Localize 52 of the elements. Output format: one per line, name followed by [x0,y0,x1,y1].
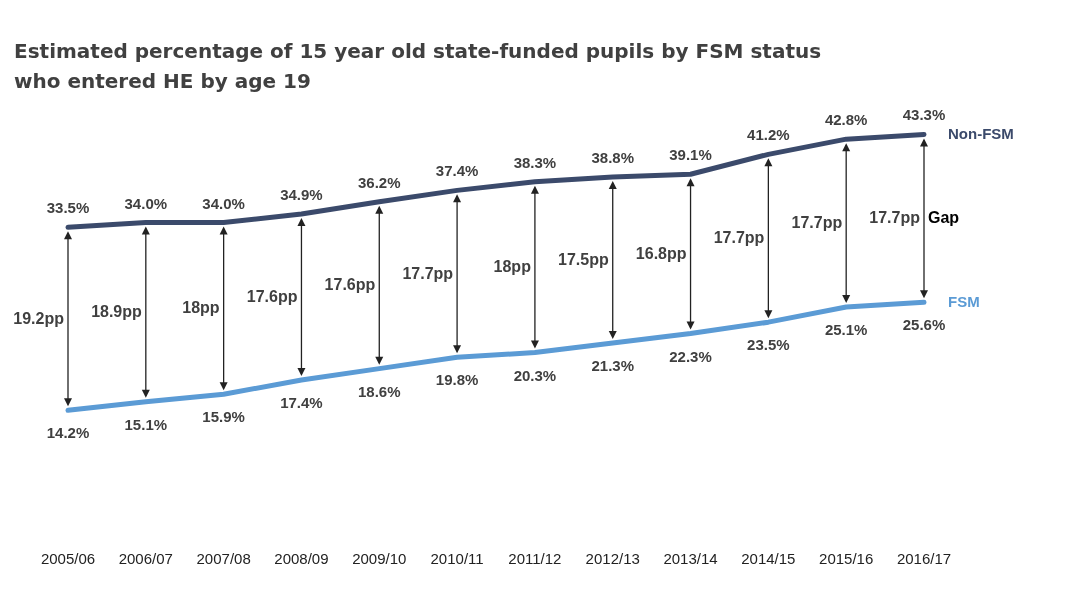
x-tick-label: 2012/13 [585,549,640,567]
annotation: 17.7pp [869,209,921,227]
data-label: 37.4% [435,162,479,180]
data-label: 19.8% [435,371,479,389]
annotation: Gap [928,209,960,227]
x-tick-label: 2010/11 [430,549,484,567]
x-tick-label: 2009/10 [352,549,407,567]
annotation: 17.6pp [246,288,298,306]
annotation: 17.7pp [713,229,765,247]
annotation: 18.9pp [91,303,143,321]
annotation: 16.8pp [635,244,687,262]
data-label: 39.1% [669,146,712,164]
data-label: 25.6% [902,316,946,334]
data-label: 17.4% [280,394,323,412]
data-label: 42.8% [824,111,868,129]
x-tick-label: 2016/17 [896,549,952,567]
x-tick-label: 2006/07 [118,549,173,567]
x-tick-label: 2015/16 [819,549,874,567]
data-label: 15.9% [202,408,245,426]
data-label: 38.8% [591,149,634,167]
data-label: 20.3% [513,366,557,384]
x-tick-label: 2014/15 [741,549,796,567]
annotation: 17.5pp [558,251,609,269]
data-label: 22.3% [669,347,712,365]
x-tick-label: 2008/09 [274,549,329,567]
annotation: 18pp [182,299,220,317]
series-label: FSM [948,293,980,311]
annotation: 17.7pp [791,214,843,232]
series-label: Non-FSM [948,125,1014,143]
annotation: 17.6pp [324,276,376,294]
data-label: 23.5% [747,336,790,354]
data-label: 33.5% [46,199,90,217]
annotation: 18pp [493,258,532,276]
data-label: 25.1% [824,321,868,338]
data-label: 36.2% [358,173,401,191]
data-label: 38.3% [513,153,557,171]
data-label: 21.3% [591,357,634,375]
data-label: 41.2% [747,126,790,144]
chart-title: Estimated percentage of 15 year old state-funded pupils by FSM status who entered HE by age 19 [14,38,823,95]
annotation: 17.7pp [402,264,454,282]
x-tick-label: 2005/06 [40,549,96,567]
x-tick-label: 2011/12 [508,549,562,567]
annotation: 19.2pp [13,309,65,327]
data-label: 18.6% [358,382,401,400]
x-tick-label: 2007/08 [196,549,251,567]
data-label: 34.9% [280,186,323,204]
data-label: 14.2% [46,424,90,442]
data-label: 43.3% [902,106,946,124]
x-tick-label: 2013/14 [663,549,718,567]
data-label: 34.0% [124,194,168,212]
data-label: 15.1% [124,415,168,433]
data-label: 34.0% [202,194,245,212]
